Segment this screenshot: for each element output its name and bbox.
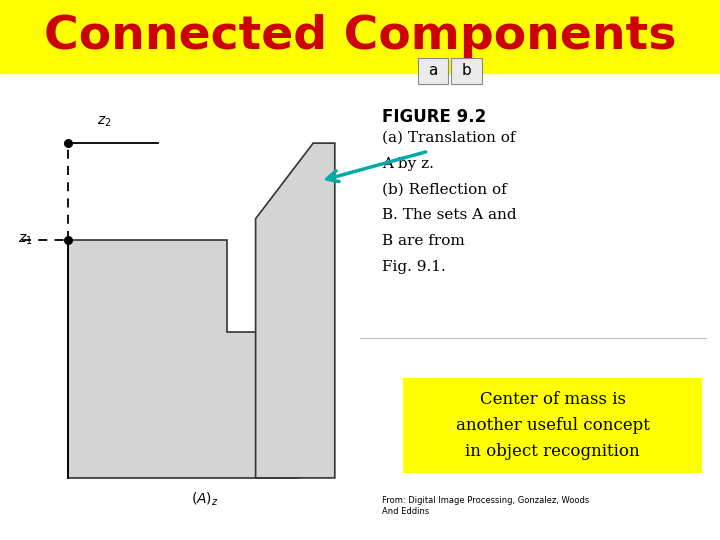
Text: A by z.: A by z. <box>382 157 433 171</box>
Bar <box>403 378 702 472</box>
Bar <box>418 58 448 84</box>
Text: $z_2$: $z_2$ <box>97 114 112 129</box>
Text: $(A)_z$: $(A)_z$ <box>192 491 219 508</box>
Text: Fig. 9.1.: Fig. 9.1. <box>382 260 446 274</box>
Text: (a) Translation of: (a) Translation of <box>382 131 515 145</box>
Text: a: a <box>428 63 438 78</box>
Text: $z_1$: $z_1$ <box>18 233 32 247</box>
Text: FIGURE 9.2: FIGURE 9.2 <box>382 108 486 126</box>
Bar <box>0 0 720 73</box>
Text: Connected Components: Connected Components <box>44 14 676 59</box>
Text: Center of mass is
another useful concept
in object recognition: Center of mass is another useful concept… <box>456 390 649 460</box>
Polygon shape <box>256 143 335 478</box>
Text: b: b <box>462 63 472 78</box>
Text: (b) Reflection of: (b) Reflection of <box>382 183 506 197</box>
Text: From: Digital Image Processing, Gonzalez, Woods
And Eddins: From: Digital Image Processing, Gonzalez… <box>382 496 589 516</box>
Polygon shape <box>68 240 299 478</box>
Bar <box>451 58 482 84</box>
Text: B. The sets A and: B. The sets A and <box>382 208 516 222</box>
Text: B are from: B are from <box>382 234 464 248</box>
